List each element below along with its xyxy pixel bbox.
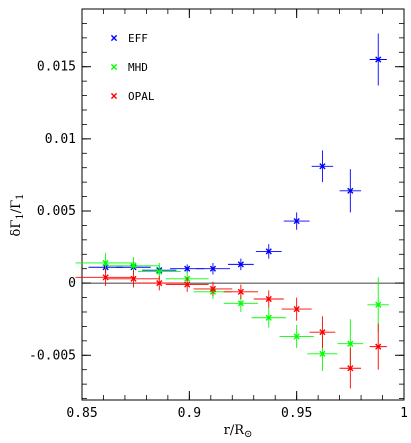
data-point [265, 314, 272, 321]
data-point [184, 265, 191, 272]
data-point [347, 187, 354, 194]
legend-marker [110, 34, 118, 42]
data-point [209, 265, 217, 272]
data-point [237, 261, 244, 268]
legend-marker [110, 92, 118, 100]
data-point [237, 300, 244, 307]
data-point [347, 365, 354, 372]
data-point [347, 340, 354, 347]
plot-frame [81, 8, 405, 401]
data-point [375, 56, 382, 63]
data-point [130, 275, 137, 282]
data-point [184, 281, 191, 288]
x-axis-label-main: r/R [224, 423, 246, 438]
y-tick-label: 0.005 [37, 204, 76, 219]
series-mhd [75, 252, 389, 372]
series-group [75, 33, 389, 389]
y-tick-label: 0.01 [45, 132, 76, 147]
data-point [102, 259, 109, 267]
data-point [319, 350, 326, 357]
data-point [293, 333, 300, 340]
legend-label: MHD [128, 61, 148, 74]
data-point [265, 248, 272, 255]
data-point [293, 306, 300, 313]
y-tick-label: 0 [68, 276, 76, 291]
x-axis-label-sub: ⊙ [244, 429, 252, 440]
data-point [237, 288, 244, 295]
x-tick-label: 0.9 [178, 406, 201, 421]
y-tick-label: 0.015 [37, 60, 76, 75]
data-point [375, 343, 382, 350]
x-axis-label: r/R⊙ [224, 423, 253, 440]
data-point [319, 329, 326, 336]
x-tick-label: 0.85 [66, 406, 97, 421]
data-point [265, 295, 272, 303]
data-point [375, 301, 382, 308]
ticks-group: 0.85 0.9 0.95 1 -0.005 0 0.005 0.01 0.015 [29, 9, 408, 421]
legend: EFF MHD OPAL [110, 32, 155, 103]
data-point [130, 262, 137, 269]
x-tick-label: 0.95 [281, 406, 312, 421]
y-axis-label: δΓ1/Γ1 [9, 193, 26, 236]
data-point [319, 163, 326, 170]
y-axis-label-sub2: 1 [15, 193, 26, 199]
y-axis-label-main: δΓ [9, 220, 24, 237]
y-axis-label-den: /Γ [9, 200, 24, 213]
data-point [102, 274, 109, 281]
data-point [209, 285, 217, 292]
legend-label: EFF [128, 32, 148, 45]
legend-marker [110, 63, 118, 71]
data-point [293, 217, 300, 225]
series-opal [75, 268, 387, 389]
y-axis-label-sub: 1 [15, 213, 26, 219]
legend-label: OPAL [128, 90, 155, 103]
data-point [156, 280, 163, 287]
data-point [156, 268, 163, 275]
x-tick-label: 1 [400, 406, 408, 421]
y-tick-label: -0.005 [29, 348, 76, 363]
plot-frame-group [81, 8, 405, 401]
